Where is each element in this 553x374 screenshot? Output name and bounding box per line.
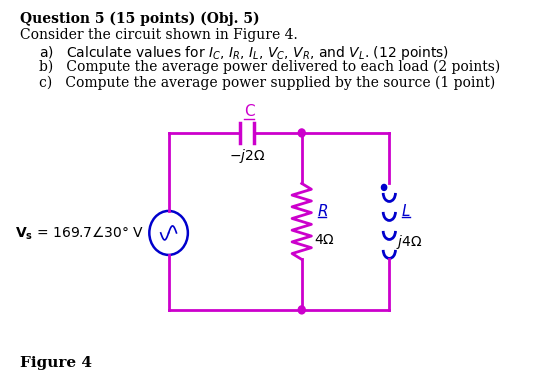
Text: Figure 4: Figure 4 <box>20 356 92 370</box>
Text: L: L <box>401 204 410 219</box>
Text: b)   Compute the average power delivered to each load (2 points): b) Compute the average power delivered t… <box>39 60 500 74</box>
Text: $-j2\Omega$: $-j2\Omega$ <box>229 147 265 165</box>
Text: a)   Calculate values for $I_C$, $I_R$, $I_L$, $V_C$, $V_R$, and $V_L$. (12 poin: a) Calculate values for $I_C$, $I_R$, $I… <box>39 44 449 62</box>
Circle shape <box>382 184 387 190</box>
Text: c)   Compute the average power supplied by the source (1 point): c) Compute the average power supplied by… <box>39 76 495 91</box>
Text: R: R <box>317 204 328 219</box>
Text: $4\Omega$: $4\Omega$ <box>314 233 335 248</box>
Text: $j4\Omega$: $j4\Omega$ <box>397 233 422 251</box>
Text: C: C <box>244 104 254 119</box>
Text: Consider the circuit shown in Figure 4.: Consider the circuit shown in Figure 4. <box>20 28 298 42</box>
Text: $\mathbf{V_s}$ = 169.7$\angle$30° V: $\mathbf{V_s}$ = 169.7$\angle$30° V <box>15 224 144 242</box>
Circle shape <box>298 306 305 314</box>
Text: Question 5 (15 points) (Obj. 5): Question 5 (15 points) (Obj. 5) <box>20 12 259 27</box>
Circle shape <box>298 129 305 137</box>
